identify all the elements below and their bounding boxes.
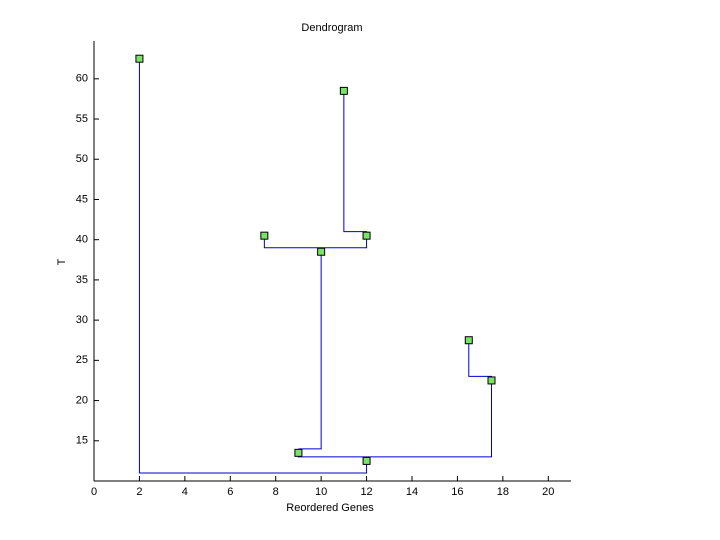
x-tick-label: 14	[406, 486, 418, 498]
y-tick-label: 60	[76, 73, 88, 85]
y-axis-label: T	[56, 258, 68, 265]
link	[468, 340, 492, 381]
link	[298, 251, 322, 450]
x-tick-label: 0	[91, 486, 97, 498]
y-tick-label: 35	[76, 274, 88, 286]
node-marker	[260, 231, 269, 240]
chart-title: Dendrogram	[301, 22, 362, 34]
y-tick-label: 25	[76, 354, 88, 366]
y-tick-label: 30	[76, 314, 88, 326]
y-tick-label: 55	[76, 113, 88, 125]
node-marker	[317, 247, 326, 256]
y-tick-label: 45	[76, 193, 88, 205]
x-axis-label: Reordered Genes	[286, 502, 374, 514]
y-tick-label: 40	[76, 234, 88, 246]
node-marker	[362, 231, 371, 240]
node-marker	[464, 336, 473, 345]
y-tick-label: 15	[76, 435, 88, 447]
node-marker	[294, 448, 303, 457]
x-tick-label: 10	[315, 486, 327, 498]
link	[263, 235, 368, 249]
x-tick-label: 4	[182, 486, 188, 498]
link	[297, 380, 492, 458]
node-marker	[487, 376, 496, 385]
x-tick-label: 6	[227, 486, 233, 498]
link	[138, 58, 368, 474]
link	[343, 90, 368, 236]
x-tick-label: 18	[497, 486, 509, 498]
node-marker	[362, 456, 371, 465]
x-tick-label: 16	[451, 486, 463, 498]
x-tick-label: 2	[136, 486, 142, 498]
x-tick-label: 12	[360, 486, 372, 498]
node-marker	[339, 86, 348, 95]
x-tick-label: 20	[542, 486, 554, 498]
y-tick-label: 20	[76, 394, 88, 406]
y-tick-label: 50	[76, 153, 88, 165]
node-marker	[135, 54, 144, 63]
x-tick-label: 8	[273, 486, 279, 498]
